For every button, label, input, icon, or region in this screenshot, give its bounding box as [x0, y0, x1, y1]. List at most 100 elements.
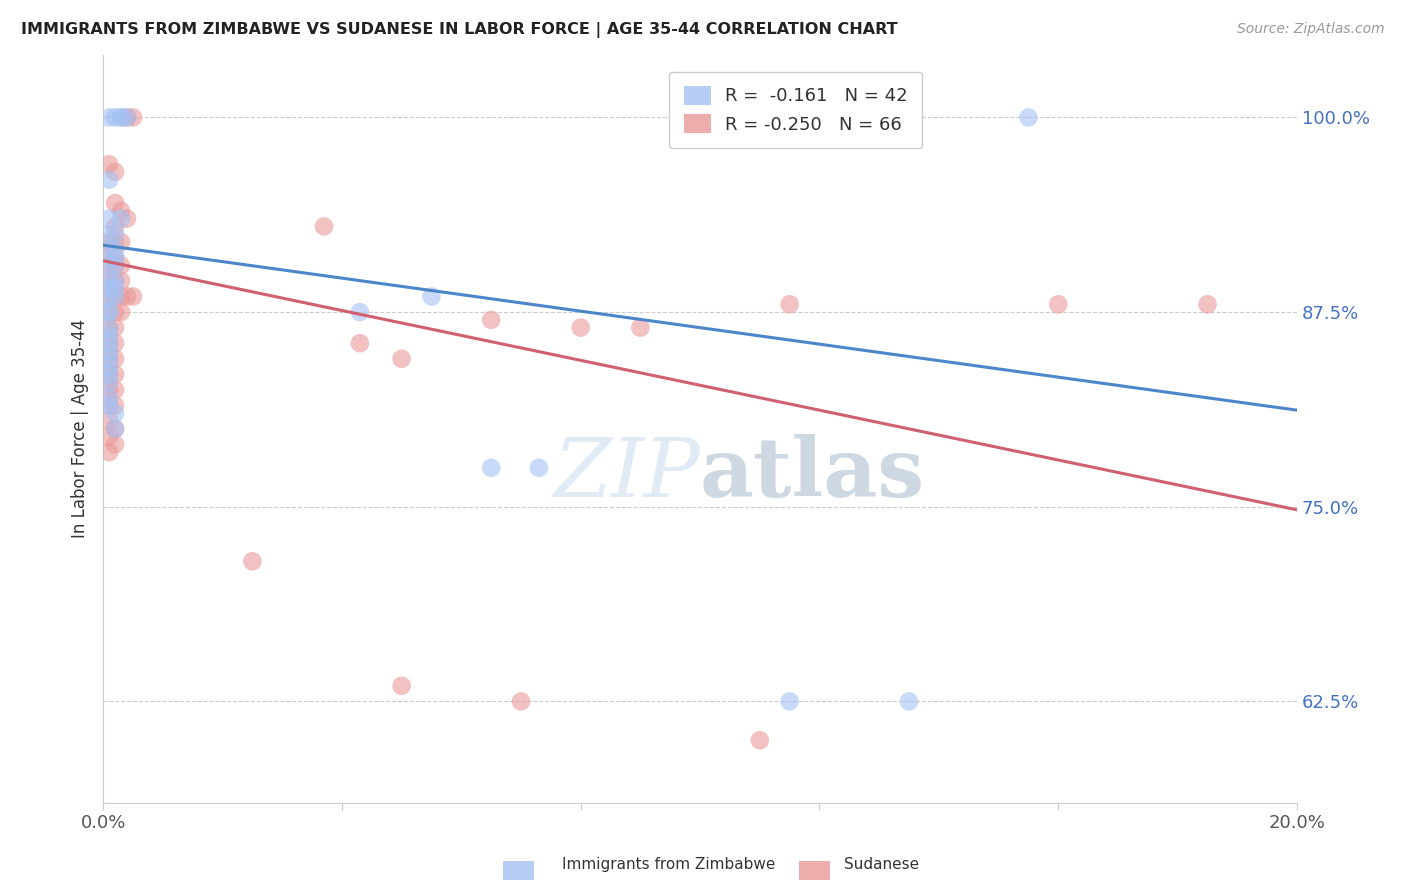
Point [104, 351, 127, 366]
Point [110, 305, 132, 319]
Point [98, 351, 121, 366]
Text: ZIP: ZIP [553, 434, 700, 514]
Point [104, 368, 127, 382]
Point [98, 111, 121, 125]
Point [98, 359, 121, 374]
Point [115, 289, 138, 303]
Point [104, 258, 127, 272]
Point [104, 422, 127, 436]
Point [104, 274, 127, 288]
Point [98, 274, 121, 288]
Point [98, 399, 121, 413]
Point [98, 235, 121, 249]
Point [104, 399, 127, 413]
Point [98, 368, 121, 382]
Point [104, 243, 127, 257]
Point [779, 694, 801, 708]
Point [110, 274, 132, 288]
Point [98, 320, 121, 334]
Point [98, 289, 121, 303]
Text: atlas: atlas [700, 434, 925, 514]
Point [104, 196, 127, 211]
Point [115, 211, 138, 226]
Point [391, 351, 413, 366]
Point [104, 289, 127, 303]
Point [110, 111, 132, 125]
Point [104, 258, 127, 272]
Point [104, 422, 127, 436]
Point [420, 289, 443, 303]
Point [312, 219, 335, 234]
Point [98, 399, 121, 413]
Point [104, 111, 127, 125]
Point [110, 111, 132, 125]
Point [104, 251, 127, 265]
Point [349, 336, 371, 351]
Point [479, 313, 502, 327]
Point [98, 258, 121, 272]
Point [98, 320, 121, 334]
Point [122, 111, 145, 125]
Point [98, 391, 121, 405]
Point [527, 460, 550, 475]
Point [104, 406, 127, 420]
Text: Source: ZipAtlas.com: Source: ZipAtlas.com [1237, 22, 1385, 37]
Point [510, 694, 533, 708]
Point [98, 351, 121, 366]
Point [98, 211, 121, 226]
Point [110, 235, 132, 249]
Text: IMMIGRANTS FROM ZIMBABWE VS SUDANESE IN LABOR FORCE | AGE 35-44 CORRELATION CHAR: IMMIGRANTS FROM ZIMBABWE VS SUDANESE IN … [21, 22, 897, 38]
Point [98, 243, 121, 257]
Point [98, 227, 121, 242]
Point [748, 733, 770, 747]
Point [898, 694, 921, 708]
Point [115, 111, 138, 125]
Point [98, 305, 121, 319]
Point [1017, 111, 1039, 125]
Point [104, 289, 127, 303]
Point [98, 282, 121, 296]
Point [240, 554, 263, 568]
Point [98, 368, 121, 382]
Point [104, 165, 127, 179]
Point [349, 305, 371, 319]
Point [104, 235, 127, 249]
Point [628, 320, 651, 334]
Point [98, 414, 121, 428]
Point [1197, 297, 1219, 311]
Point [779, 297, 801, 311]
Point [104, 219, 127, 234]
Point [115, 111, 138, 125]
Point [98, 336, 121, 351]
Point [110, 203, 132, 218]
Text: Immigrants from Zimbabwe: Immigrants from Zimbabwe [562, 857, 776, 872]
Point [104, 320, 127, 334]
Point [104, 383, 127, 397]
Point [98, 328, 121, 343]
Legend: R =  -0.161   N = 42, R = -0.250   N = 66: R = -0.161 N = 42, R = -0.250 N = 66 [669, 71, 922, 148]
Point [479, 460, 502, 475]
Point [104, 336, 127, 351]
Text: Sudanese: Sudanese [844, 857, 918, 872]
Point [391, 679, 413, 693]
Point [122, 289, 145, 303]
Point [98, 430, 121, 444]
Point [569, 320, 592, 334]
Point [98, 336, 121, 351]
Point [98, 445, 121, 459]
Point [104, 282, 127, 296]
Point [98, 375, 121, 389]
Point [98, 243, 121, 257]
Point [110, 211, 132, 226]
Point [104, 305, 127, 319]
Point [110, 258, 132, 272]
Point [98, 258, 121, 272]
Y-axis label: In Labor Force | Age 35-44: In Labor Force | Age 35-44 [72, 319, 89, 539]
Point [98, 289, 121, 303]
Point [98, 305, 121, 319]
Point [104, 227, 127, 242]
Point [104, 274, 127, 288]
Point [98, 344, 121, 359]
Point [98, 305, 121, 319]
Point [104, 437, 127, 451]
